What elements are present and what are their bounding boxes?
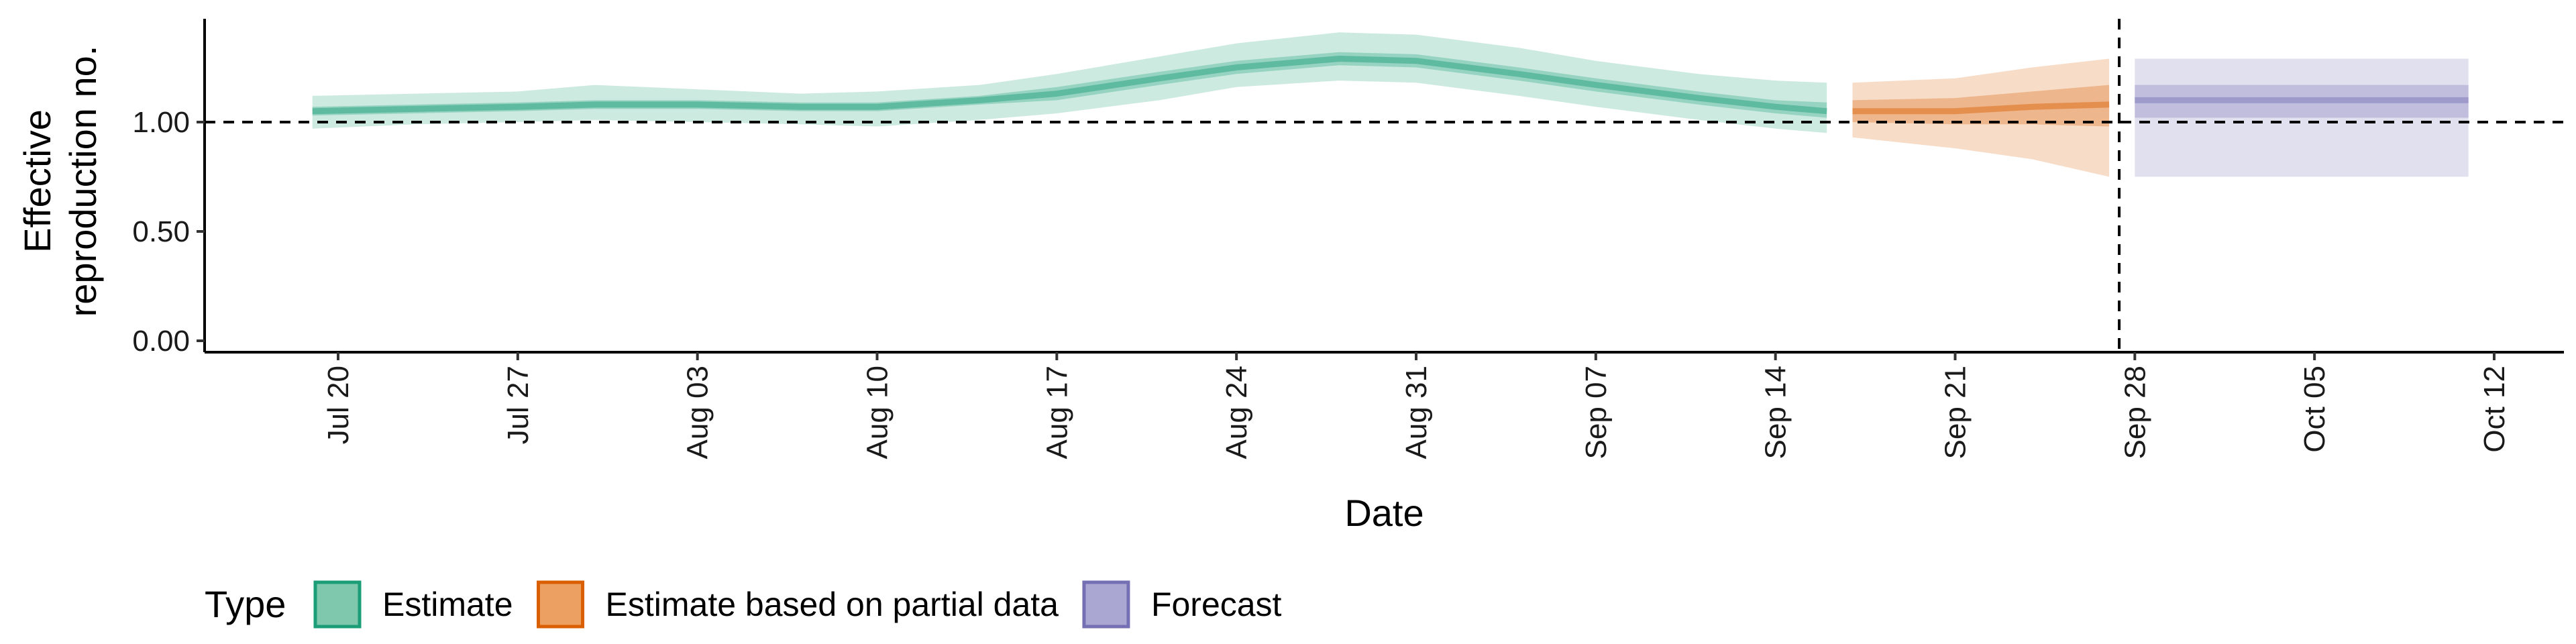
legend-title: Type bbox=[205, 583, 286, 625]
legend-swatch-estimate-based-on-partial-data bbox=[537, 580, 585, 629]
band-50-estimate-based-on-partial-data bbox=[1852, 85, 2110, 127]
x-tick-label: Oct 05 bbox=[2298, 366, 2331, 453]
band-90-estimate bbox=[312, 32, 1827, 133]
y-axis-title-line: reproduction no. bbox=[62, 46, 104, 317]
x-tick-label: Aug 31 bbox=[1400, 366, 1433, 459]
legend-swatch-forecast bbox=[1082, 580, 1130, 629]
interval-bands bbox=[312, 32, 2469, 177]
legend-label-estimate-based-on-partial-data: Estimate based on partial data bbox=[606, 586, 1059, 623]
y-axis-title: Effectivereproduction no. bbox=[16, 46, 104, 317]
x-tick-label: Aug 24 bbox=[1220, 366, 1253, 459]
median-line-estimate-based-on-partial-data bbox=[1852, 101, 2110, 115]
legend-label-forecast: Forecast bbox=[1151, 586, 1282, 623]
band-50-forecast bbox=[2135, 85, 2469, 118]
x-tick-label: Aug 03 bbox=[682, 366, 714, 459]
x-tick-label: Aug 17 bbox=[1040, 366, 1073, 459]
y-tick-label: 0.50 bbox=[132, 215, 190, 248]
median-line-estimate bbox=[312, 56, 1827, 115]
legend-label-estimate: Estimate bbox=[382, 586, 513, 623]
band-90-estimate-based-on-partial-data bbox=[1852, 58, 2110, 177]
y-axis-title-line: Effective bbox=[16, 109, 58, 253]
legend: Type Estimate Estimate based on partial da… bbox=[205, 580, 1282, 629]
x-axis-title: Date bbox=[1344, 492, 1424, 534]
band-90-forecast bbox=[2135, 58, 2469, 177]
x-tick-label: Jul 27 bbox=[502, 366, 535, 444]
median-lines bbox=[312, 56, 2469, 115]
legend-swatch-estimate bbox=[313, 580, 362, 629]
x-tick-label: Sep 21 bbox=[1939, 366, 1972, 459]
y-tick-label: 1.00 bbox=[132, 106, 190, 139]
y-tick-label: 0.00 bbox=[132, 325, 190, 358]
x-tick-label: Sep 28 bbox=[2118, 366, 2151, 459]
axes: 0.00 0.50 1.00 Jul 20 Jul 27 Aug 03 Aug 10 Aug … bbox=[16, 19, 2564, 534]
x-tick-label: Sep 07 bbox=[1580, 366, 1613, 459]
x-tick-label: Aug 10 bbox=[861, 366, 894, 459]
band-50-estimate bbox=[312, 52, 1827, 118]
x-tick-label: Oct 12 bbox=[2478, 366, 2511, 453]
x-tick-label: Sep 14 bbox=[1760, 366, 1792, 459]
x-tick-label: Jul 20 bbox=[322, 366, 355, 444]
